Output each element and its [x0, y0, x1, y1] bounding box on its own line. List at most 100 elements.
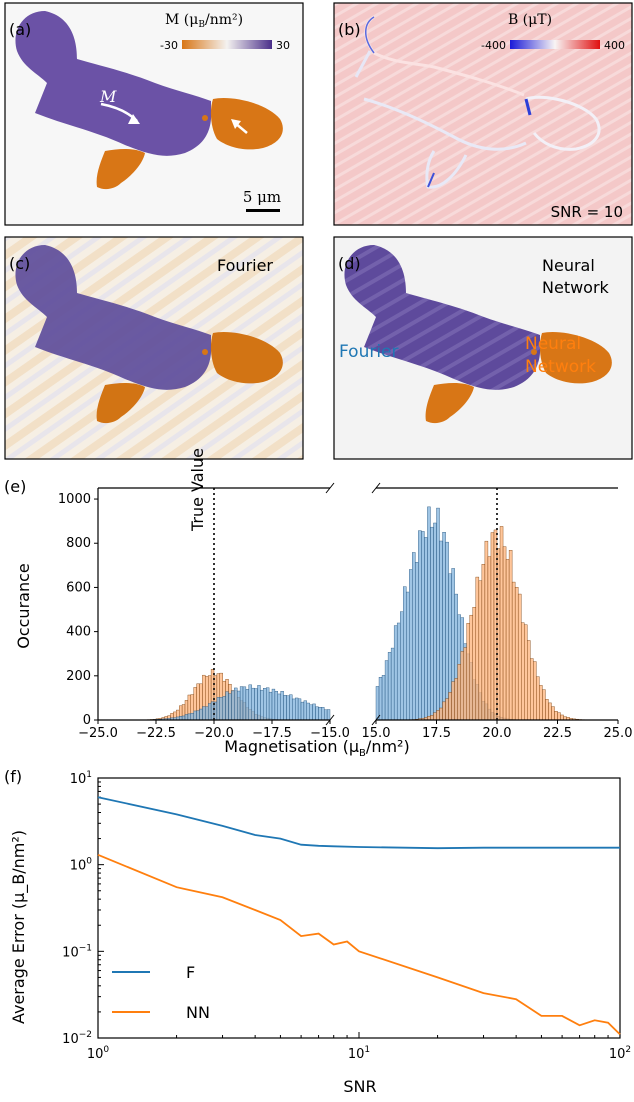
- histogram-bar: [378, 677, 383, 721]
- histogram-bar: [490, 532, 495, 721]
- colorbar-b-title: B (μT): [508, 12, 552, 28]
- y-tick-label: 400: [66, 625, 91, 640]
- histogram-bar: [306, 702, 310, 721]
- x-tick-label: 15.0: [362, 726, 391, 741]
- histogram-bar: [539, 685, 543, 721]
- histogram-bar: [324, 709, 328, 721]
- histogram-ylabel: Occurance: [14, 563, 33, 649]
- histogram-bar: [430, 526, 434, 721]
- histogram-bar: [475, 576, 480, 721]
- histogram-bar: [390, 647, 395, 721]
- histogram-bar: [280, 691, 284, 721]
- histogram-bar: [274, 691, 278, 721]
- histogram-bar: [409, 569, 413, 721]
- histogram-bar: [448, 692, 452, 721]
- histogram-bar: [487, 556, 492, 721]
- histogram-bar: [251, 687, 255, 721]
- y-tick-label: 10−2: [62, 1030, 92, 1047]
- error-ylabel: Average Error (μ_B/nm²): [9, 830, 29, 1024]
- tick-exponent: −2: [79, 1030, 92, 1040]
- y-tick-label: 1000: [58, 492, 91, 507]
- panel-c: (c) Fourier: [4, 236, 304, 460]
- histogram-bar: [505, 559, 510, 721]
- histogram-bar: [460, 651, 464, 721]
- legend-label-f: F: [186, 963, 195, 982]
- histogram-bar: [415, 562, 419, 721]
- histogram-bar: [181, 715, 186, 721]
- histogram-bar: [193, 710, 197, 721]
- x-tick-label: 17.5: [422, 726, 451, 741]
- histogram-bar: [542, 689, 546, 721]
- histogram-left: 0 200 400 600 800 1000 −25.0 −22.5 −20.0 −17.5 −15…: [58, 482, 350, 741]
- panel-e-label: (e): [4, 477, 26, 496]
- histogram-bar: [257, 685, 261, 721]
- tick-base: 10: [62, 1032, 79, 1047]
- panel-d: (d) Neural Network: [333, 236, 633, 460]
- axis-break-mark: [325, 482, 335, 494]
- x-tick-label: −20.0: [194, 726, 234, 741]
- histogram-bar: [454, 678, 458, 721]
- y-tick-label: 0: [83, 713, 91, 728]
- histogram-bar: [292, 698, 296, 721]
- histogram-bar: [554, 711, 558, 721]
- histogram-bar: [463, 647, 467, 721]
- colorbar-a-min: -30: [160, 39, 178, 52]
- histogram-bar: [478, 580, 483, 721]
- histogram-bar: [466, 623, 470, 721]
- histogram-bar: [326, 709, 331, 721]
- histogram-bar: [527, 640, 531, 721]
- histogram-bar: [508, 550, 513, 721]
- panel-a: (a) M (μB/nm²) -30 30 M 5 μm: [4, 2, 304, 226]
- histogram-bar: [384, 660, 389, 721]
- histogram-bar: [536, 676, 540, 721]
- colorbar-b: [510, 40, 600, 49]
- histogram-bar: [451, 681, 455, 721]
- histogram-bar: [254, 688, 258, 721]
- histogram-bar: [530, 658, 534, 721]
- histogram-bar: [242, 686, 247, 721]
- error-xlabel: SNR: [343, 1077, 376, 1096]
- x-tick-label: −17.5: [252, 726, 292, 741]
- histogram-bar: [436, 710, 440, 721]
- histogram-bar: [442, 701, 446, 721]
- panel-e: (e) 0 200 400 600 800 1000 −25.0 −22.5 −20.0 −17.…: [4, 334, 632, 759]
- fourier-legend-label: Fourier: [339, 342, 399, 362]
- histogram-bar: [560, 714, 564, 721]
- histogram-bar: [297, 698, 302, 721]
- histogram-bar: [216, 697, 220, 721]
- panel-f-label: (f): [4, 767, 22, 786]
- tick-base: 10: [62, 945, 79, 960]
- x-tick-label: 20.0: [483, 726, 512, 741]
- histogram-bar: [375, 686, 380, 721]
- x-tick-label: −25.0: [78, 726, 118, 741]
- panel-c-label: (c): [9, 254, 30, 273]
- tick-base: 10: [70, 859, 87, 874]
- tick-exponent: 2: [625, 1045, 631, 1055]
- series-line-f: [97, 796, 620, 850]
- histogram-bar: [511, 581, 516, 721]
- histogram-bar: [309, 704, 313, 721]
- histogram-bar: [439, 707, 443, 721]
- x-tick-label: 102: [609, 1045, 631, 1062]
- histogram-bar: [557, 712, 561, 721]
- histogram-bar: [202, 706, 206, 721]
- histogram-bar: [521, 622, 525, 721]
- histogram-bar: [545, 699, 549, 721]
- histogram-bar: [481, 564, 486, 721]
- tick-exponent: 1: [364, 1045, 370, 1055]
- histogram-bar: [412, 552, 416, 721]
- histogram-bar: [551, 706, 555, 721]
- axis-break-mark: [371, 482, 381, 494]
- panel-d-label: (d): [338, 254, 361, 273]
- histogram-bar: [424, 537, 428, 721]
- histogram-bar: [445, 698, 449, 721]
- histogram-bar: [263, 688, 267, 721]
- histogram-bar: [199, 708, 203, 721]
- y-tick-label: 600: [66, 580, 91, 595]
- scalebar: [246, 209, 280, 212]
- histogram-bar: [439, 540, 443, 721]
- histogram-bar: [187, 713, 191, 721]
- histogram-bar: [403, 586, 407, 721]
